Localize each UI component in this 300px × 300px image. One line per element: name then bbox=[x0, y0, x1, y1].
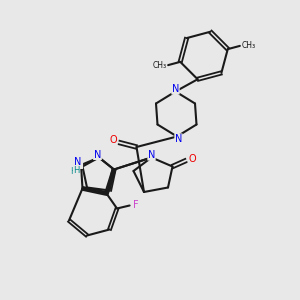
Text: N: N bbox=[75, 158, 82, 169]
Text: O: O bbox=[109, 135, 117, 145]
Text: N: N bbox=[148, 150, 155, 160]
Text: H: H bbox=[73, 166, 80, 175]
Text: N: N bbox=[94, 149, 101, 160]
Text: O: O bbox=[188, 154, 196, 164]
Text: N: N bbox=[172, 84, 179, 94]
Text: N: N bbox=[175, 134, 182, 144]
Text: N: N bbox=[94, 149, 101, 160]
Text: F: F bbox=[134, 200, 139, 211]
Text: H: H bbox=[70, 167, 76, 176]
Text: N: N bbox=[74, 157, 82, 167]
Text: CH₃: CH₃ bbox=[241, 41, 255, 50]
Text: CH₃: CH₃ bbox=[153, 61, 167, 70]
